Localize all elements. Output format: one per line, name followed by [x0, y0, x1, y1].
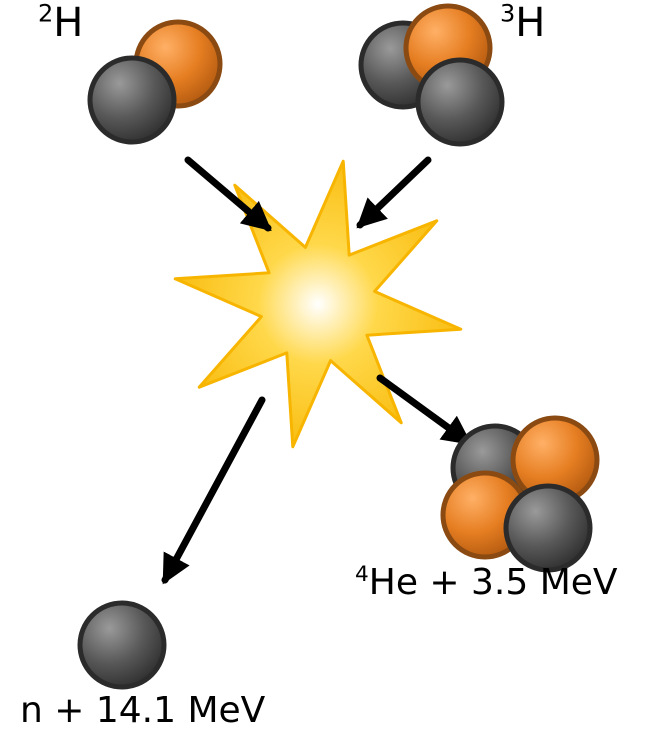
element-symbol: He: [369, 562, 418, 603]
arrow-0: [188, 160, 268, 228]
deuterium-nucleus: [90, 22, 220, 142]
arrow-1: [360, 160, 428, 225]
fusion-diagram: 2H 3H 4He + 3.5 MeV n + 14.1 MeV: [0, 0, 670, 746]
neutron-sphere: [80, 603, 164, 687]
mass-number: 4: [355, 562, 369, 587]
arrow-3: [165, 400, 262, 580]
free-neutron: [80, 603, 164, 687]
deuterium-label: 2H: [38, 0, 83, 46]
mass-number: 2: [38, 0, 53, 28]
neutron-sphere: [90, 58, 174, 142]
neutron-sphere: [418, 60, 502, 144]
mass-number: 3: [500, 0, 515, 28]
tritium-label: 3H: [500, 0, 545, 46]
tritium-nucleus: [361, 6, 502, 144]
energy-value: + 3.5 MeV: [418, 562, 618, 603]
neutron-product-label: n + 14.1 MeV: [20, 690, 265, 731]
element-symbol: H: [53, 0, 83, 46]
helium-nucleus: [443, 418, 597, 570]
neutron-sphere: [506, 486, 590, 570]
helium-product-label: 4He + 3.5 MeV: [355, 562, 618, 603]
diagram-canvas: [0, 0, 670, 746]
element-symbol: H: [515, 0, 545, 46]
